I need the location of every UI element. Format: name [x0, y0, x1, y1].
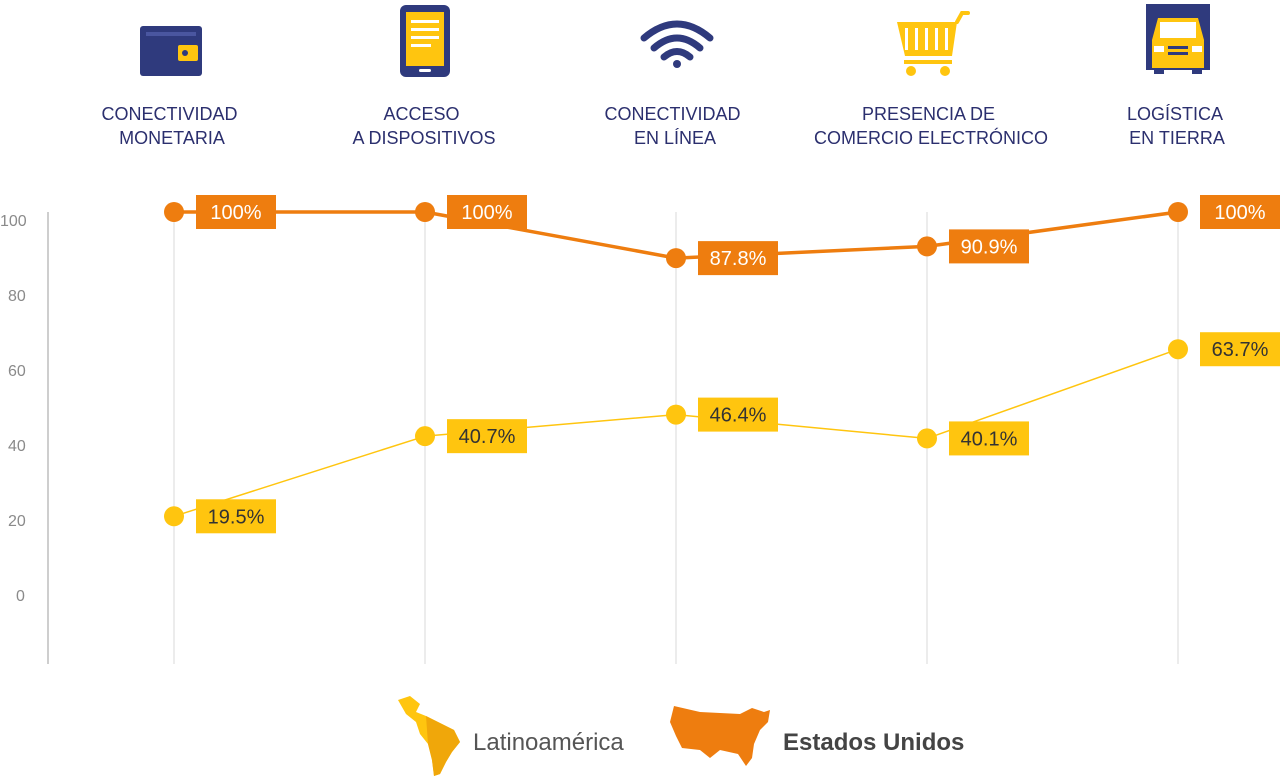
data-label-box-latam [196, 499, 276, 534]
data-label-latam: 40.1% [961, 428, 1018, 450]
latin-america-map-icon [398, 696, 460, 776]
data-label-latam: 40.7% [459, 426, 516, 448]
data-label-box-latam [949, 421, 1029, 456]
data-label-box-latam [1200, 332, 1280, 367]
data-point-latam [917, 428, 937, 449]
y-tick-label: 40 [8, 438, 26, 455]
y-tick-label: 100 [0, 213, 27, 230]
y-tick-label: 20 [8, 513, 26, 530]
data-label-us: 100% [461, 202, 512, 224]
data-label-box-latam [447, 419, 527, 454]
data-point-us [1168, 202, 1188, 222]
data-label-box-us [949, 229, 1029, 264]
data-label-box-us [447, 195, 527, 229]
category-label: CONECTIVIDAD EN LÍNEA [604, 104, 745, 148]
data-label-latam: 63.7% [1212, 339, 1269, 361]
data-point-us [415, 202, 435, 222]
y-tick-label: 60 [8, 363, 26, 380]
category-label: ACCESO A DISPOSITIVOS [352, 104, 495, 148]
data-label-box-us [1200, 195, 1280, 229]
data-label-box-us [196, 195, 276, 229]
y-tick-label: 80 [8, 288, 26, 305]
shopping-cart-icon [897, 11, 970, 76]
data-point-us [666, 248, 686, 269]
data-point-latam [415, 426, 435, 447]
data-label-latam: 46.4% [710, 405, 767, 427]
wallet-icon [140, 26, 202, 76]
data-label-us: 90.9% [961, 236, 1018, 258]
data-point-us [164, 202, 184, 222]
data-label-us: 87.8% [710, 248, 767, 270]
data-point-latam [164, 506, 184, 527]
data-point-latam [1168, 339, 1188, 360]
category-label: LOGÍSTICA EN TIERRA [1127, 104, 1227, 148]
data-label-box-latam [698, 397, 778, 432]
data-label-us: 100% [210, 202, 261, 224]
tablet-icon [400, 5, 450, 77]
wifi-icon [640, 20, 714, 68]
data-point-latam [666, 404, 686, 425]
y-tick-label: 0 [16, 588, 25, 605]
truck-icon [1146, 4, 1210, 74]
legend-label-latam: Latinoamérica [473, 729, 624, 756]
data-point-us [917, 236, 937, 257]
category-label: CONECTIVIDAD MONETARIA [101, 104, 242, 148]
usa-map-icon [670, 706, 770, 766]
data-label-latam: 19.5% [208, 506, 265, 528]
category-label: PRESENCIA DE COMERCIO ELECTRÓNICO [814, 104, 1048, 148]
legend-label-us: Estados Unidos [783, 729, 964, 756]
data-label-us: 100% [1214, 202, 1265, 224]
data-label-box-us [698, 241, 778, 276]
